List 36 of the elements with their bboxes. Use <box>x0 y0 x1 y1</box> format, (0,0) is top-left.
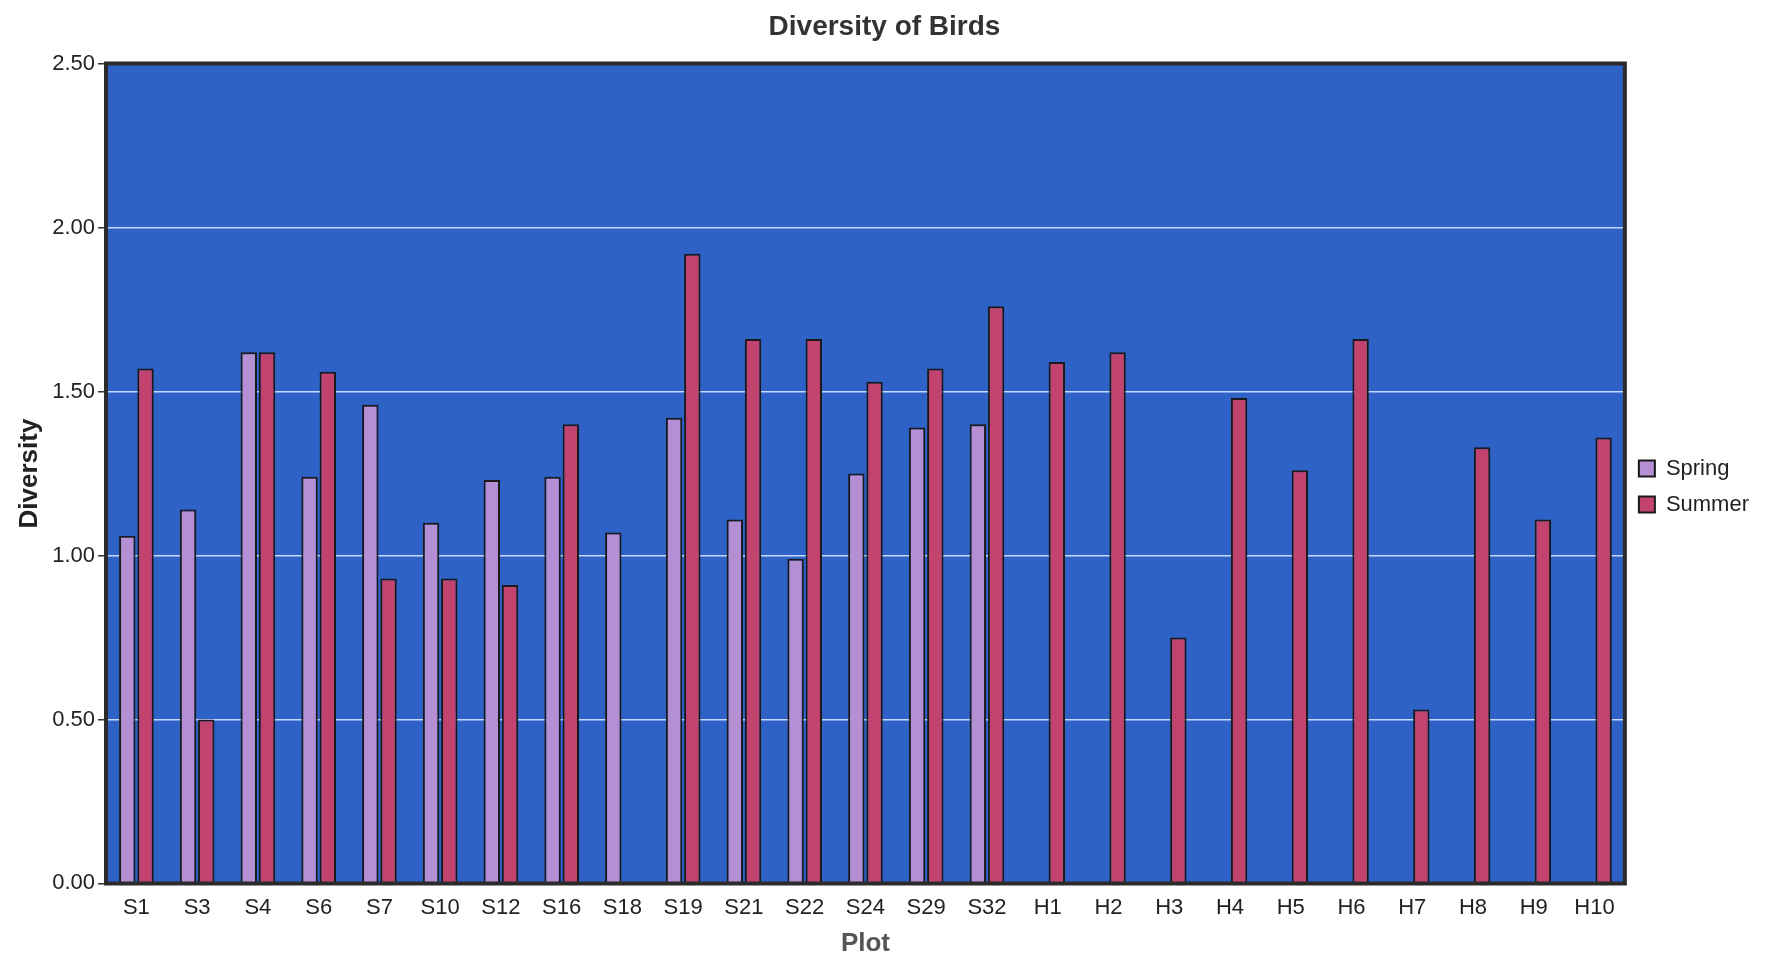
x-tick-label: S6 <box>305 893 333 919</box>
x-tick-label: S32 <box>967 893 1007 919</box>
x-tick-label: H6 <box>1337 893 1366 919</box>
x-tick-label: S7 <box>365 893 393 919</box>
x-tick-label: S24 <box>845 893 886 919</box>
x-tick-label: H5 <box>1276 893 1305 919</box>
x-tick-label: S10 <box>420 893 460 919</box>
x-tick-label: H3 <box>1155 893 1184 919</box>
x-tick-label: S3 <box>183 893 211 919</box>
x-tick-label: S29 <box>906 893 946 919</box>
x-tick-label: S1 <box>122 893 150 919</box>
x-tick-label: H1 <box>1033 893 1062 919</box>
y-tick-label: 1.00 <box>52 541 96 567</box>
x-tick-label: S18 <box>602 893 643 919</box>
x-tick-label: H8 <box>1458 893 1488 919</box>
y-tick-label: 2.00 <box>52 213 96 239</box>
x-tick-label: H10 <box>1574 893 1615 919</box>
x-tick-label: H2 <box>1094 893 1123 919</box>
x-tick-label: H7 <box>1398 893 1427 919</box>
y-axis-title: Diversity <box>12 418 43 529</box>
y-tick-label: 2.50 <box>52 49 96 75</box>
x-tick-label: S16 <box>542 893 582 919</box>
legend-label: Summer <box>1665 490 1749 516</box>
x-tick-label: S19 <box>663 893 703 919</box>
x-tick-label: S22 <box>785 893 825 919</box>
x-tick-label: S12 <box>481 893 521 919</box>
x-axis-title: Plot <box>840 926 891 957</box>
y-tick-label: 1.50 <box>52 377 96 403</box>
x-tick-label: S21 <box>724 893 764 919</box>
x-tick-label: H9 <box>1519 893 1548 919</box>
y-tick-label: 0.00 <box>52 869 96 895</box>
chart-title: Diversity of Birds <box>768 9 1001 41</box>
y-tick-label: 0.50 <box>52 705 96 731</box>
x-tick-label: S4 <box>244 893 272 919</box>
x-tick-label: H4 <box>1215 893 1245 919</box>
legend-label: Spring <box>1665 454 1730 480</box>
